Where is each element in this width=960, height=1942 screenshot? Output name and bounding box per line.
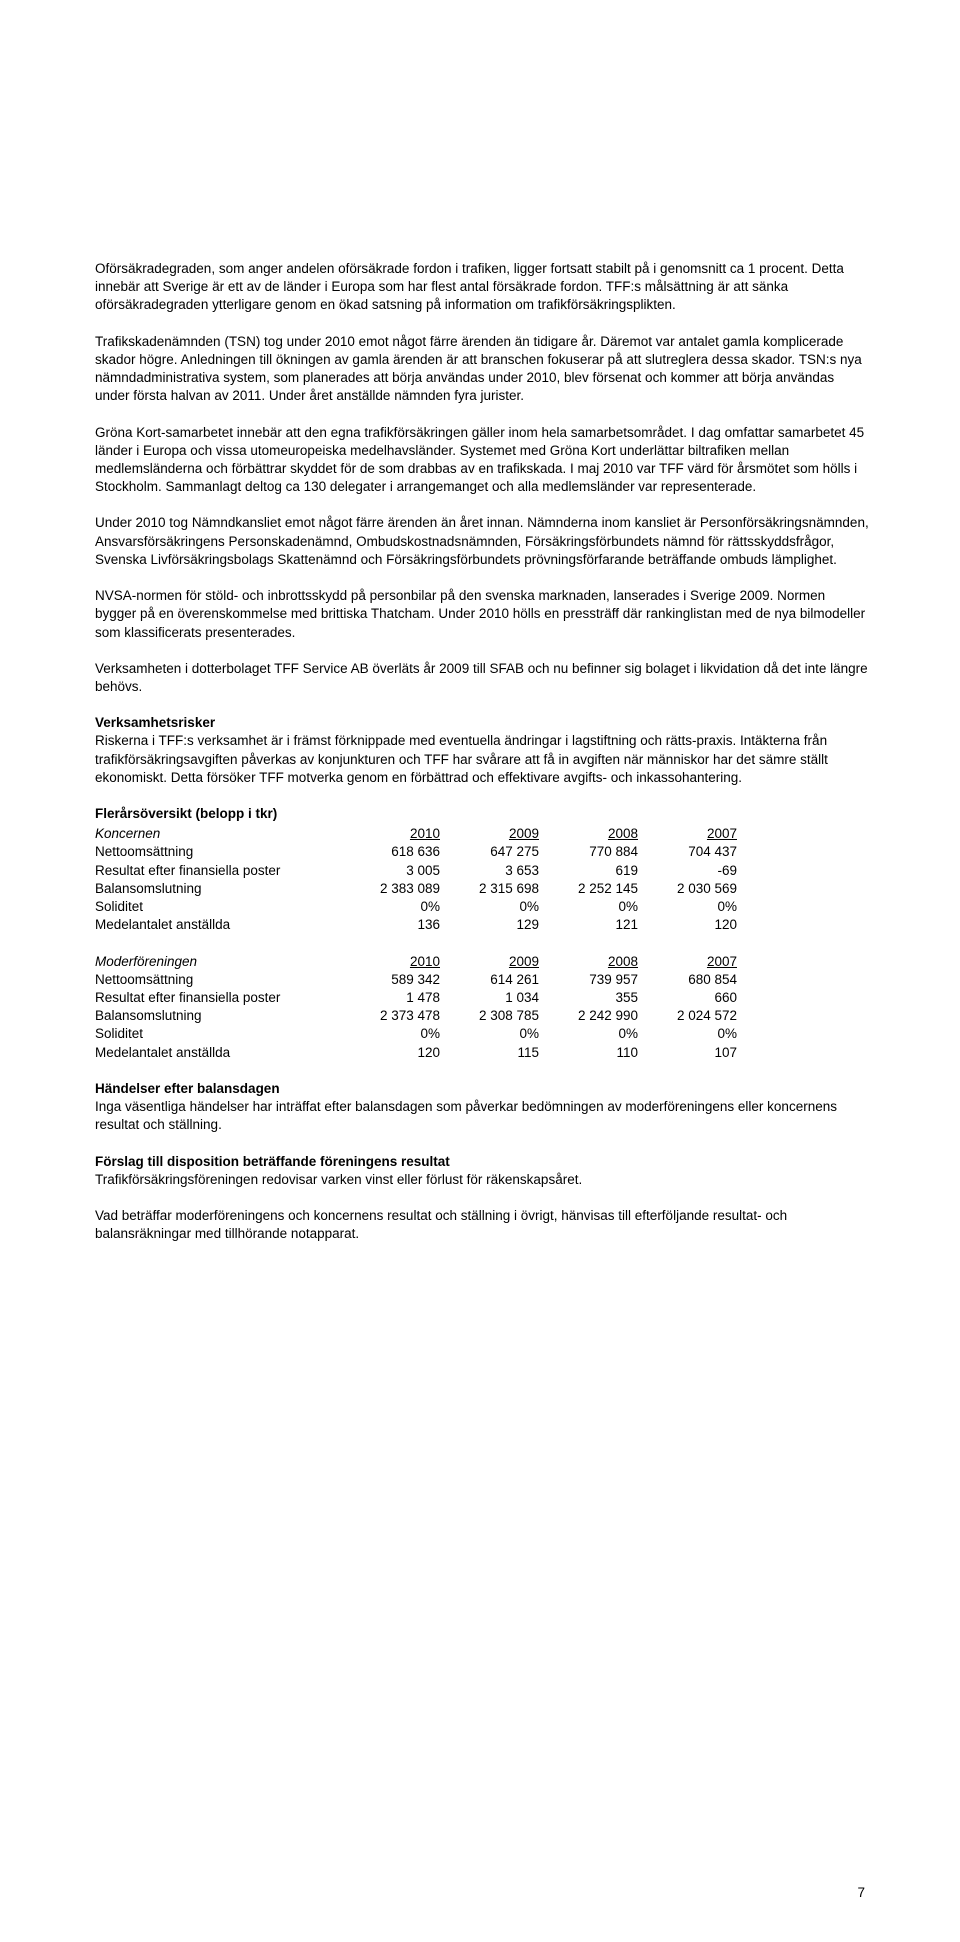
row-label: Medelantalet anställda <box>95 916 345 934</box>
cell: 647 275 <box>444 843 543 861</box>
table-row: Soliditet 0% 0% 0% 0% <box>95 1025 870 1043</box>
year-header: 2008 <box>543 825 642 843</box>
cell: 136 <box>345 916 444 934</box>
cell: -69 <box>642 862 741 880</box>
section-heading: Förslag till disposition beträffande för… <box>95 1154 450 1169</box>
cell: 680 854 <box>642 971 741 989</box>
cell: 618 636 <box>345 843 444 861</box>
table-row: Medelantalet anställda 120 115 110 107 <box>95 1044 870 1062</box>
table-header-row: Koncernen 2010 2009 2008 2007 <box>95 825 870 843</box>
table-row: Soliditet 0% 0% 0% 0% <box>95 898 870 916</box>
cell: 0% <box>444 898 543 916</box>
table-row: Resultat efter finansiella poster 3 005 … <box>95 862 870 880</box>
cell: 110 <box>543 1044 642 1062</box>
row-label: Balansomslutning <box>95 1007 345 1025</box>
document-page: Oförsäkradegraden, som anger andelen ofö… <box>0 0 960 1942</box>
table-header-row: Moderföreningen 2010 2009 2008 2007 <box>95 953 870 971</box>
cell: 2 383 089 <box>345 880 444 898</box>
year-header: 2009 <box>444 953 543 971</box>
cell: 3 005 <box>345 862 444 880</box>
cell: 770 884 <box>543 843 642 861</box>
overview-koncernen-table: Flerårsöversikt (belopp i tkr) Koncernen… <box>95 805 870 935</box>
cell: 0% <box>345 898 444 916</box>
row-label: Medelantalet anställda <box>95 1044 345 1062</box>
cell: 0% <box>444 1025 543 1043</box>
section-body: Riskerna i TFF:s verksamhet är i främst … <box>95 733 828 784</box>
year-header: 2007 <box>642 825 741 843</box>
table-row: Medelantalet anställda 136 129 121 120 <box>95 916 870 934</box>
cell: 120 <box>642 916 741 934</box>
cell: 619 <box>543 862 642 880</box>
table-row: Nettoomsättning 589 342 614 261 739 957 … <box>95 971 870 989</box>
cell: 2 242 990 <box>543 1007 642 1025</box>
row-label: Soliditet <box>95 1025 345 1043</box>
page-number: 7 <box>857 1884 865 1902</box>
cell: 355 <box>543 989 642 1007</box>
cell: 2 315 698 <box>444 880 543 898</box>
row-label: Resultat efter finansiella poster <box>95 862 345 880</box>
body-paragraph: Verksamheten i dotterbolaget TFF Service… <box>95 660 870 696</box>
table-row: Nettoomsättning 618 636 647 275 770 884 … <box>95 843 870 861</box>
cell: 0% <box>642 1025 741 1043</box>
year-header: 2010 <box>345 825 444 843</box>
section-body: Trafikförsäkringsföreningen redovisar va… <box>95 1172 582 1187</box>
section-heading: Verksamhetsrisker <box>95 715 215 730</box>
proposal-section: Förslag till disposition beträffande för… <box>95 1153 870 1189</box>
cell: 2 308 785 <box>444 1007 543 1025</box>
body-paragraph: Under 2010 tog Nämndkansliet emot något … <box>95 514 870 569</box>
cell: 2 024 572 <box>642 1007 741 1025</box>
cell: 120 <box>345 1044 444 1062</box>
body-paragraph: Gröna Kort-samarbetet innebär att den eg… <box>95 424 870 497</box>
cell: 660 <box>642 989 741 1007</box>
closing-paragraph: Vad beträffar moderföreningens och konce… <box>95 1207 870 1243</box>
cell: 129 <box>444 916 543 934</box>
table-group-title: Moderföreningen <box>95 953 345 971</box>
body-paragraph: NVSA-normen för stöld- och inbrottsskydd… <box>95 587 870 642</box>
cell: 1 034 <box>444 989 543 1007</box>
cell: 0% <box>543 1025 642 1043</box>
cell: 739 957 <box>543 971 642 989</box>
row-label: Resultat efter finansiella poster <box>95 989 345 1007</box>
overview-heading: Flerårsöversikt (belopp i tkr) <box>95 805 870 823</box>
row-label: Nettoomsättning <box>95 971 345 989</box>
cell: 704 437 <box>642 843 741 861</box>
year-header: 2007 <box>642 953 741 971</box>
cell: 1 478 <box>345 989 444 1007</box>
cell: 0% <box>543 898 642 916</box>
cell: 589 342 <box>345 971 444 989</box>
row-label: Balansomslutning <box>95 880 345 898</box>
cell: 107 <box>642 1044 741 1062</box>
table-group-title: Koncernen <box>95 825 345 843</box>
cell: 2 030 569 <box>642 880 741 898</box>
cell: 2 373 478 <box>345 1007 444 1025</box>
year-header: 2009 <box>444 825 543 843</box>
cell: 115 <box>444 1044 543 1062</box>
overview-moderforeningen-table: Moderföreningen 2010 2009 2008 2007 Nett… <box>95 953 870 1062</box>
table-row: Resultat efter finansiella poster 1 478 … <box>95 989 870 1007</box>
table-row: Balansomslutning 2 383 089 2 315 698 2 2… <box>95 880 870 898</box>
body-paragraph: Trafikskadenämnden (TSN) tog under 2010 … <box>95 333 870 406</box>
risks-section: Verksamhetsrisker Riskerna i TFF:s verks… <box>95 714 870 787</box>
row-label: Soliditet <box>95 898 345 916</box>
cell: 2 252 145 <box>543 880 642 898</box>
table-row: Balansomslutning 2 373 478 2 308 785 2 2… <box>95 1007 870 1025</box>
row-label: Nettoomsättning <box>95 843 345 861</box>
year-header: 2008 <box>543 953 642 971</box>
body-paragraph: Oförsäkradegraden, som anger andelen ofö… <box>95 260 870 315</box>
cell: 0% <box>345 1025 444 1043</box>
cell: 121 <box>543 916 642 934</box>
cell: 3 653 <box>444 862 543 880</box>
year-header: 2010 <box>345 953 444 971</box>
events-section: Händelser efter balansdagen Inga väsentl… <box>95 1080 870 1135</box>
cell: 614 261 <box>444 971 543 989</box>
section-heading: Händelser efter balansdagen <box>95 1081 280 1096</box>
cell: 0% <box>642 898 741 916</box>
section-body: Inga väsentliga händelser har inträffat … <box>95 1099 837 1132</box>
